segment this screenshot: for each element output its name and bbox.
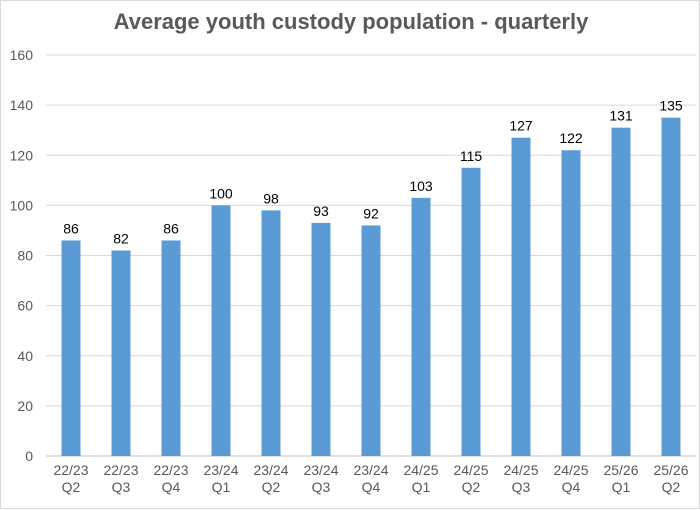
bar xyxy=(61,240,81,456)
data-label: 98 xyxy=(263,190,279,206)
x-tick-label-year: 24/25 xyxy=(503,462,538,478)
bar xyxy=(261,210,281,456)
data-label: 86 xyxy=(163,220,179,236)
data-label: 115 xyxy=(460,148,483,164)
data-label: 100 xyxy=(209,185,233,201)
x-tick-label-year: 23/24 xyxy=(303,462,338,478)
data-label: 127 xyxy=(509,118,533,134)
x-tick-label-quarter: Q1 xyxy=(212,479,231,495)
chart-title: Average youth custody population - quart… xyxy=(113,9,589,34)
x-tick-label-year: 24/25 xyxy=(403,462,438,478)
x-tick-label-year: 22/23 xyxy=(153,462,188,478)
data-label: 86 xyxy=(63,220,79,236)
y-tick-label: 120 xyxy=(10,147,34,163)
bar xyxy=(111,250,131,456)
data-label: 93 xyxy=(313,203,329,219)
x-tick-label-quarter: Q2 xyxy=(462,479,481,495)
data-label: 135 xyxy=(659,98,683,114)
x-tick-label-quarter: Q1 xyxy=(412,479,431,495)
y-tick-label: 40 xyxy=(17,348,33,364)
data-label: 103 xyxy=(409,178,433,194)
data-label: 131 xyxy=(609,108,633,124)
x-tick-label-quarter: Q2 xyxy=(62,479,81,495)
data-label: 82 xyxy=(113,230,129,246)
bar xyxy=(611,127,631,457)
x-tick-label-quarter: Q3 xyxy=(312,479,331,495)
x-tick-label-year: 24/25 xyxy=(553,462,588,478)
x-tick-label-quarter: Q2 xyxy=(662,479,681,495)
x-tick-label-year: 25/26 xyxy=(603,462,638,478)
bar xyxy=(461,167,481,456)
bar xyxy=(311,222,331,456)
x-tick-label-quarter: Q4 xyxy=(562,479,581,495)
x-tick-label-year: 22/23 xyxy=(53,462,88,478)
bar xyxy=(561,150,581,457)
y-tick-label: 100 xyxy=(10,197,34,213)
data-label: 122 xyxy=(559,130,583,146)
x-tick-label-year: 22/23 xyxy=(103,462,138,478)
y-tick-label: 0 xyxy=(25,448,33,464)
x-tick-label-year: 23/24 xyxy=(253,462,288,478)
y-tick-label: 20 xyxy=(17,398,33,414)
x-tick-label-quarter: Q4 xyxy=(362,479,381,495)
y-tick-label: 80 xyxy=(17,248,33,264)
y-tick-label: 140 xyxy=(10,97,34,113)
bar xyxy=(211,205,231,456)
bar xyxy=(661,117,681,456)
bar xyxy=(511,137,531,457)
y-tick-label: 60 xyxy=(17,298,33,314)
x-tick-label-quarter: Q3 xyxy=(112,479,131,495)
x-tick-label-year: 25/26 xyxy=(653,462,688,478)
x-tick-label-quarter: Q3 xyxy=(512,479,531,495)
x-tick-label-quarter: Q4 xyxy=(162,479,181,495)
bar xyxy=(411,197,431,456)
x-tick-label-quarter: Q1 xyxy=(612,479,631,495)
x-tick-label-year: 23/24 xyxy=(203,462,238,478)
x-tick-label-year: 23/24 xyxy=(353,462,388,478)
bar xyxy=(361,225,381,456)
x-tick-label-quarter: Q2 xyxy=(262,479,281,495)
bar xyxy=(161,240,181,456)
data-label: 92 xyxy=(363,205,379,221)
x-tick-label-year: 24/25 xyxy=(453,462,488,478)
y-tick-label: 160 xyxy=(10,47,34,63)
